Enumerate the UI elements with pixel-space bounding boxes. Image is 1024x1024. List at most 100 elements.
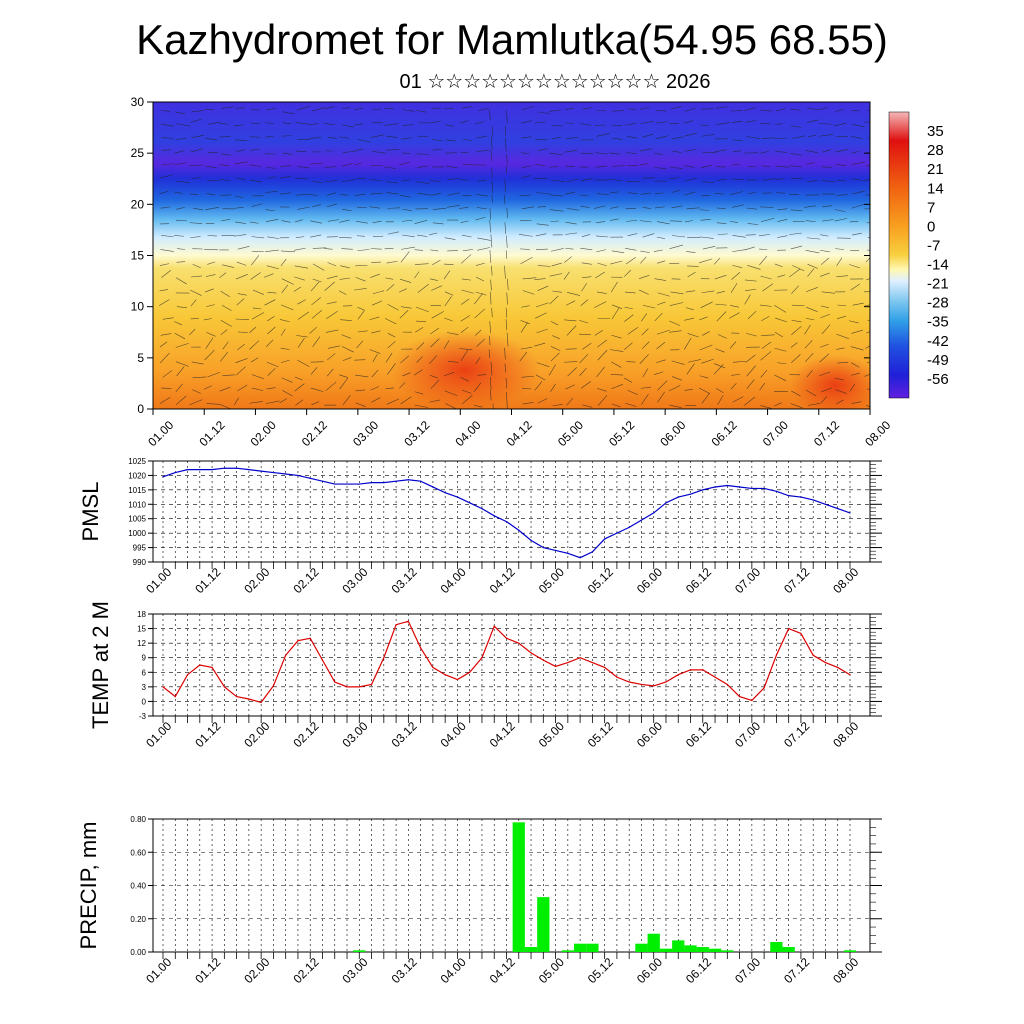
wind-vector — [339, 377, 349, 390]
wind-vector — [732, 139, 743, 142]
wind-vector — [370, 386, 380, 391]
wind-vector — [206, 165, 217, 168]
wind-vector — [822, 149, 831, 153]
wind-vector — [206, 304, 215, 307]
pmsl-point — [285, 473, 287, 475]
y-tick-label: 0.20 — [130, 915, 146, 924]
pmsl-point — [358, 483, 360, 485]
wind-vector — [189, 222, 203, 224]
wind-vector — [655, 206, 665, 209]
wind-vector — [654, 167, 667, 170]
wind-vector — [522, 387, 532, 390]
wind-vector — [654, 371, 664, 375]
wind-vector — [310, 162, 324, 165]
wind-vector — [219, 136, 231, 138]
wind-vector — [387, 231, 400, 235]
precip-bar — [696, 947, 709, 952]
temp-point — [579, 657, 581, 659]
wind-vector — [267, 291, 277, 294]
wind-vector — [759, 382, 766, 391]
wind-vector — [354, 162, 362, 166]
wind-vector — [774, 137, 787, 140]
precip-bar — [537, 897, 550, 952]
wind-vector — [684, 178, 697, 182]
wind-vector — [191, 361, 204, 365]
x-tick-label: 02.12 — [290, 565, 321, 596]
wind-vector — [807, 134, 817, 138]
wind-vector — [775, 108, 786, 112]
wind-vector — [504, 179, 506, 193]
wind-vector — [431, 311, 444, 319]
wind-vector — [235, 195, 244, 198]
wind-vector — [401, 137, 413, 140]
wind-vector — [595, 221, 606, 223]
x-tick-label: 07.00 — [760, 418, 791, 449]
wind-vector — [159, 289, 169, 292]
wind-vector — [537, 265, 551, 267]
wind-vector — [370, 248, 382, 250]
x-tick-label: 04.12 — [504, 418, 535, 449]
wind-vector — [625, 402, 637, 407]
wind-vector — [342, 395, 351, 406]
wind-vector — [866, 249, 870, 251]
wind-vector — [309, 194, 318, 196]
wind-vector — [355, 374, 369, 378]
wind-vector — [805, 318, 815, 321]
wind-vector — [564, 256, 572, 263]
wind-vector — [505, 377, 508, 389]
pmsl-point — [272, 471, 275, 474]
temp-point — [395, 624, 397, 626]
wind-vector — [416, 342, 425, 351]
wind-vector — [282, 152, 293, 155]
wind-vector — [790, 245, 803, 250]
temp-point — [383, 657, 385, 659]
wind-vector — [851, 362, 860, 368]
wind-vector — [176, 366, 185, 377]
y-tick-label: 0.60 — [130, 848, 146, 857]
wind-vector — [324, 123, 336, 126]
wind-vector — [548, 364, 556, 376]
wind-vector — [430, 192, 441, 196]
wind-vector — [519, 233, 533, 237]
wind-vector — [729, 341, 737, 349]
temp-point — [407, 620, 409, 622]
wind-vector — [234, 139, 248, 142]
wind-vector — [219, 272, 227, 279]
wind-vector — [566, 325, 577, 336]
wind-vector — [190, 275, 202, 278]
wind-vector — [732, 264, 743, 269]
wind-vector — [339, 219, 350, 223]
wind-vector — [836, 315, 847, 320]
wind-vector — [551, 179, 565, 182]
wind-vector — [594, 301, 607, 308]
wind-vector — [309, 123, 319, 126]
pmsl-point — [800, 496, 802, 498]
wind-vector — [686, 207, 700, 210]
wind-vector — [205, 274, 216, 277]
wind-vector — [730, 283, 738, 293]
wind-vector — [760, 275, 772, 280]
y-tick-label: 1015 — [128, 486, 146, 495]
chart-title: Kazhydromet for Mamlutka(54.95 68.55) — [136, 16, 888, 63]
wind-vector — [579, 353, 589, 364]
x-tick-label: 07.00 — [732, 565, 763, 596]
wind-vector — [522, 402, 534, 405]
wind-vector — [579, 367, 587, 376]
wind-vector — [402, 109, 415, 112]
wind-vector — [415, 327, 424, 333]
wind-vector — [701, 392, 710, 404]
wind-vector — [610, 218, 619, 221]
wind-vector — [791, 325, 802, 335]
wind-vector — [417, 165, 429, 168]
wind-vector — [848, 320, 859, 324]
wind-vector — [279, 319, 290, 323]
wind-vector — [714, 192, 724, 195]
wind-vector — [624, 314, 634, 322]
wind-vector — [161, 270, 171, 278]
wind-vector — [387, 303, 399, 311]
temp-point — [640, 683, 643, 686]
wind-vector — [355, 402, 366, 407]
wind-vector — [866, 222, 870, 224]
wind-vector — [235, 318, 250, 320]
wind-vector — [310, 220, 323, 224]
